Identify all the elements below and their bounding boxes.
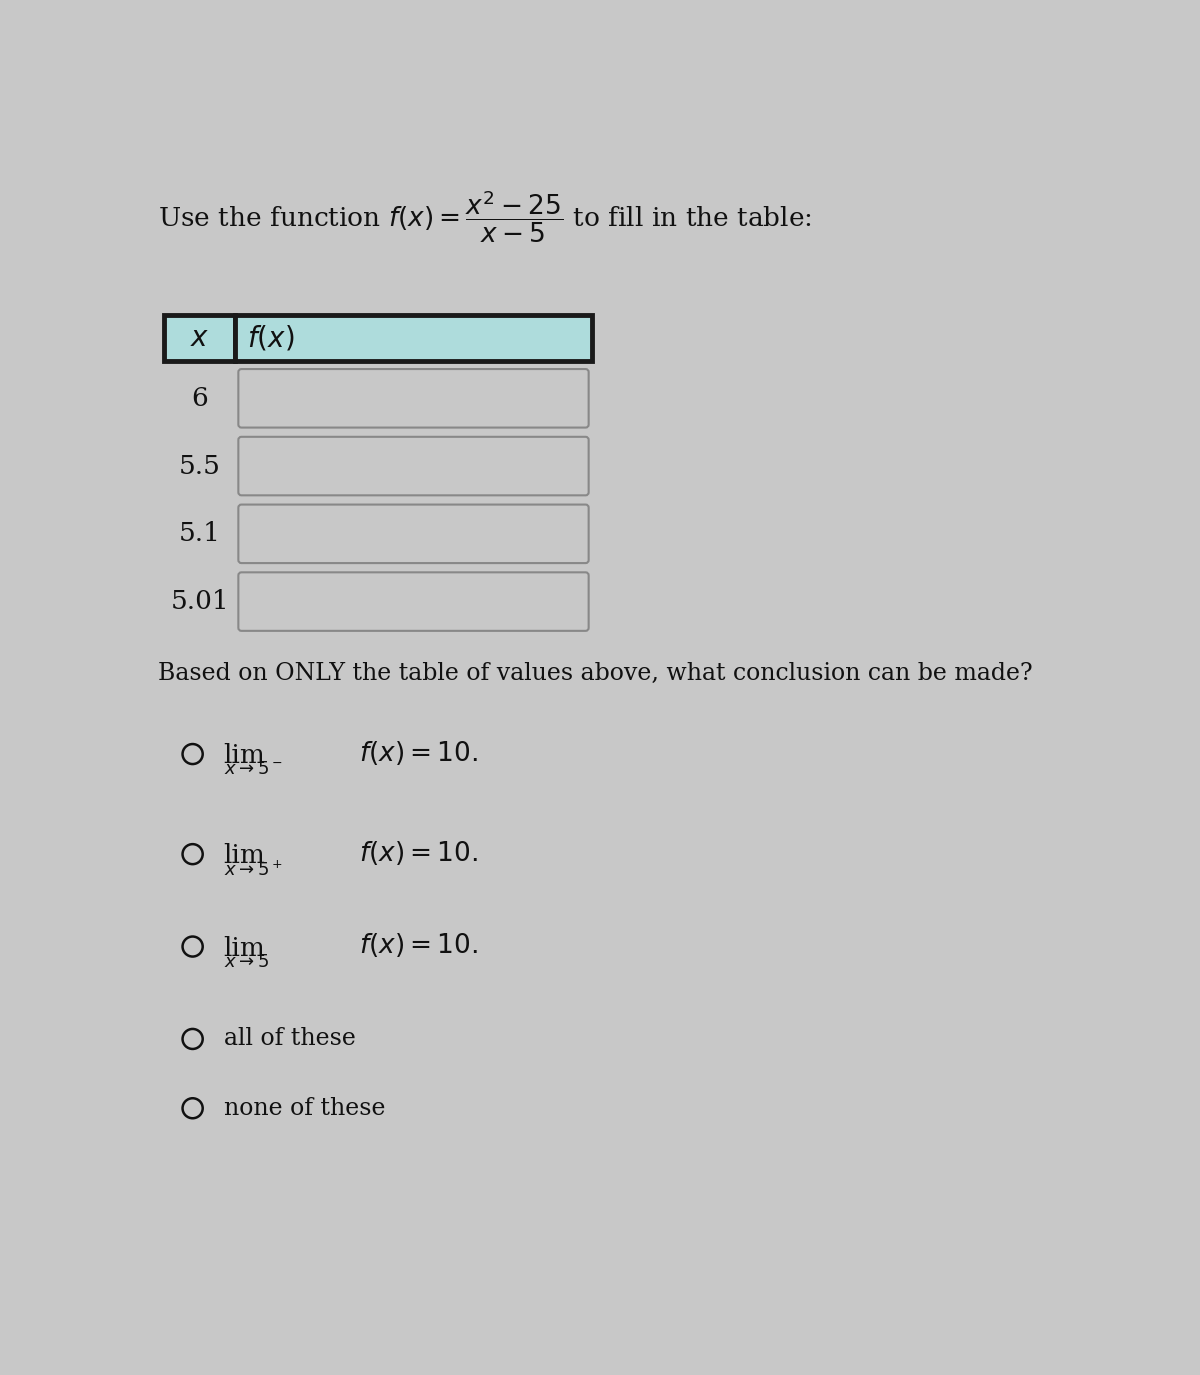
Text: $x \to 5^-$: $x \to 5^-$ xyxy=(223,760,282,778)
Text: lim: lim xyxy=(223,843,265,869)
Text: $f(x)$: $f(x)$ xyxy=(247,323,294,353)
Text: lim: lim xyxy=(223,744,265,769)
Text: 5.1: 5.1 xyxy=(179,521,221,546)
Text: $f(x) = 10.$: $f(x) = 10.$ xyxy=(359,839,479,866)
FancyBboxPatch shape xyxy=(164,315,235,362)
Text: Use the function $f(x) = \dfrac{x^2 - 25}{x - 5}$ to fill in the table:: Use the function $f(x) = \dfrac{x^2 - 25… xyxy=(157,188,811,245)
Text: $f(x) = 10.$: $f(x) = 10.$ xyxy=(359,738,479,766)
Text: lim: lim xyxy=(223,936,265,961)
Text: Based on ONLY the table of values above, what conclusion can be made?: Based on ONLY the table of values above,… xyxy=(157,661,1032,685)
FancyBboxPatch shape xyxy=(239,505,589,564)
Text: $f(x) = 10.$: $f(x) = 10.$ xyxy=(359,931,479,958)
FancyBboxPatch shape xyxy=(239,437,589,495)
Text: none of these: none of these xyxy=(223,1097,385,1119)
Text: 6: 6 xyxy=(191,386,208,411)
FancyBboxPatch shape xyxy=(239,368,589,428)
Text: $x \to 5$: $x \to 5$ xyxy=(223,953,269,971)
Text: all of these: all of these xyxy=(223,1027,355,1050)
FancyBboxPatch shape xyxy=(235,315,592,362)
Text: $x \to 5^+$: $x \to 5^+$ xyxy=(223,861,282,880)
Text: $x$: $x$ xyxy=(190,324,209,352)
Text: 5.5: 5.5 xyxy=(179,454,221,478)
Text: 5.01: 5.01 xyxy=(170,588,229,615)
FancyBboxPatch shape xyxy=(239,572,589,631)
